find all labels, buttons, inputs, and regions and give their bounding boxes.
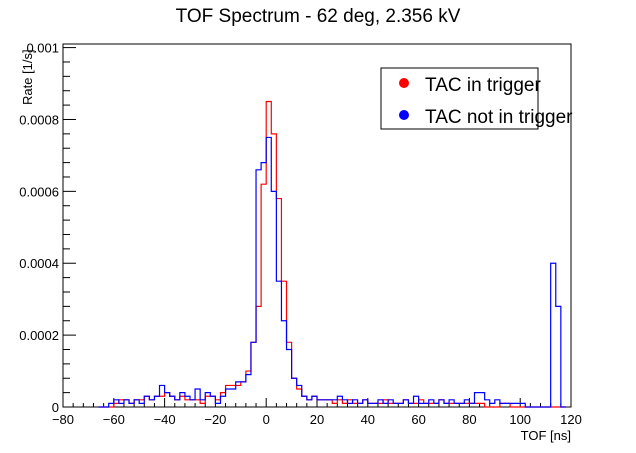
x-tick-label: 20 — [310, 412, 324, 427]
legend-label-tac-in-trigger: TAC in trigger — [425, 75, 541, 96]
x-tick-label: −20 — [204, 412, 226, 427]
x-tick-label: 120 — [560, 412, 582, 427]
x-tick-label: 40 — [361, 412, 375, 427]
x-axis-label: TOF [ns] — [521, 428, 571, 443]
chart-title: TOF Spectrum - 62 deg, 2.356 kV — [176, 6, 461, 27]
y-tick-label: 0.0004 — [19, 256, 59, 271]
y-tick-label: 0.001 — [26, 41, 59, 56]
x-tick-label: 60 — [411, 412, 425, 427]
y-tick-label: 0.0006 — [19, 184, 59, 199]
legend-label-tac-not-in-trigger: TAC not in trigger — [425, 107, 573, 128]
x-tick-label: 100 — [509, 412, 531, 427]
x-tick-label: −40 — [154, 412, 176, 427]
y-tick-label: 0 — [52, 400, 59, 415]
y-axis: 0 0.0002 0.0004 0.0006 0.0008 0.001 — [19, 41, 76, 415]
x-tick-label: 80 — [462, 412, 476, 427]
series-layer — [98, 100, 566, 408]
y-axis-label: Rate [1/s] — [20, 49, 35, 105]
legend: TAC in trigger TAC not in trigger — [380, 67, 573, 130]
legend-marker-tac-in-trigger — [399, 78, 409, 88]
x-tick-label: −60 — [103, 412, 125, 427]
x-tick-label: 0 — [263, 412, 270, 427]
series-line-tac-not-in-trigger — [98, 136, 566, 408]
legend-marker-tac-not-in-trigger — [399, 110, 409, 120]
y-tick-label: 0.0002 — [19, 328, 59, 343]
x-tick-label: −80 — [52, 412, 74, 427]
y-tick-label: 0.0008 — [19, 112, 59, 127]
